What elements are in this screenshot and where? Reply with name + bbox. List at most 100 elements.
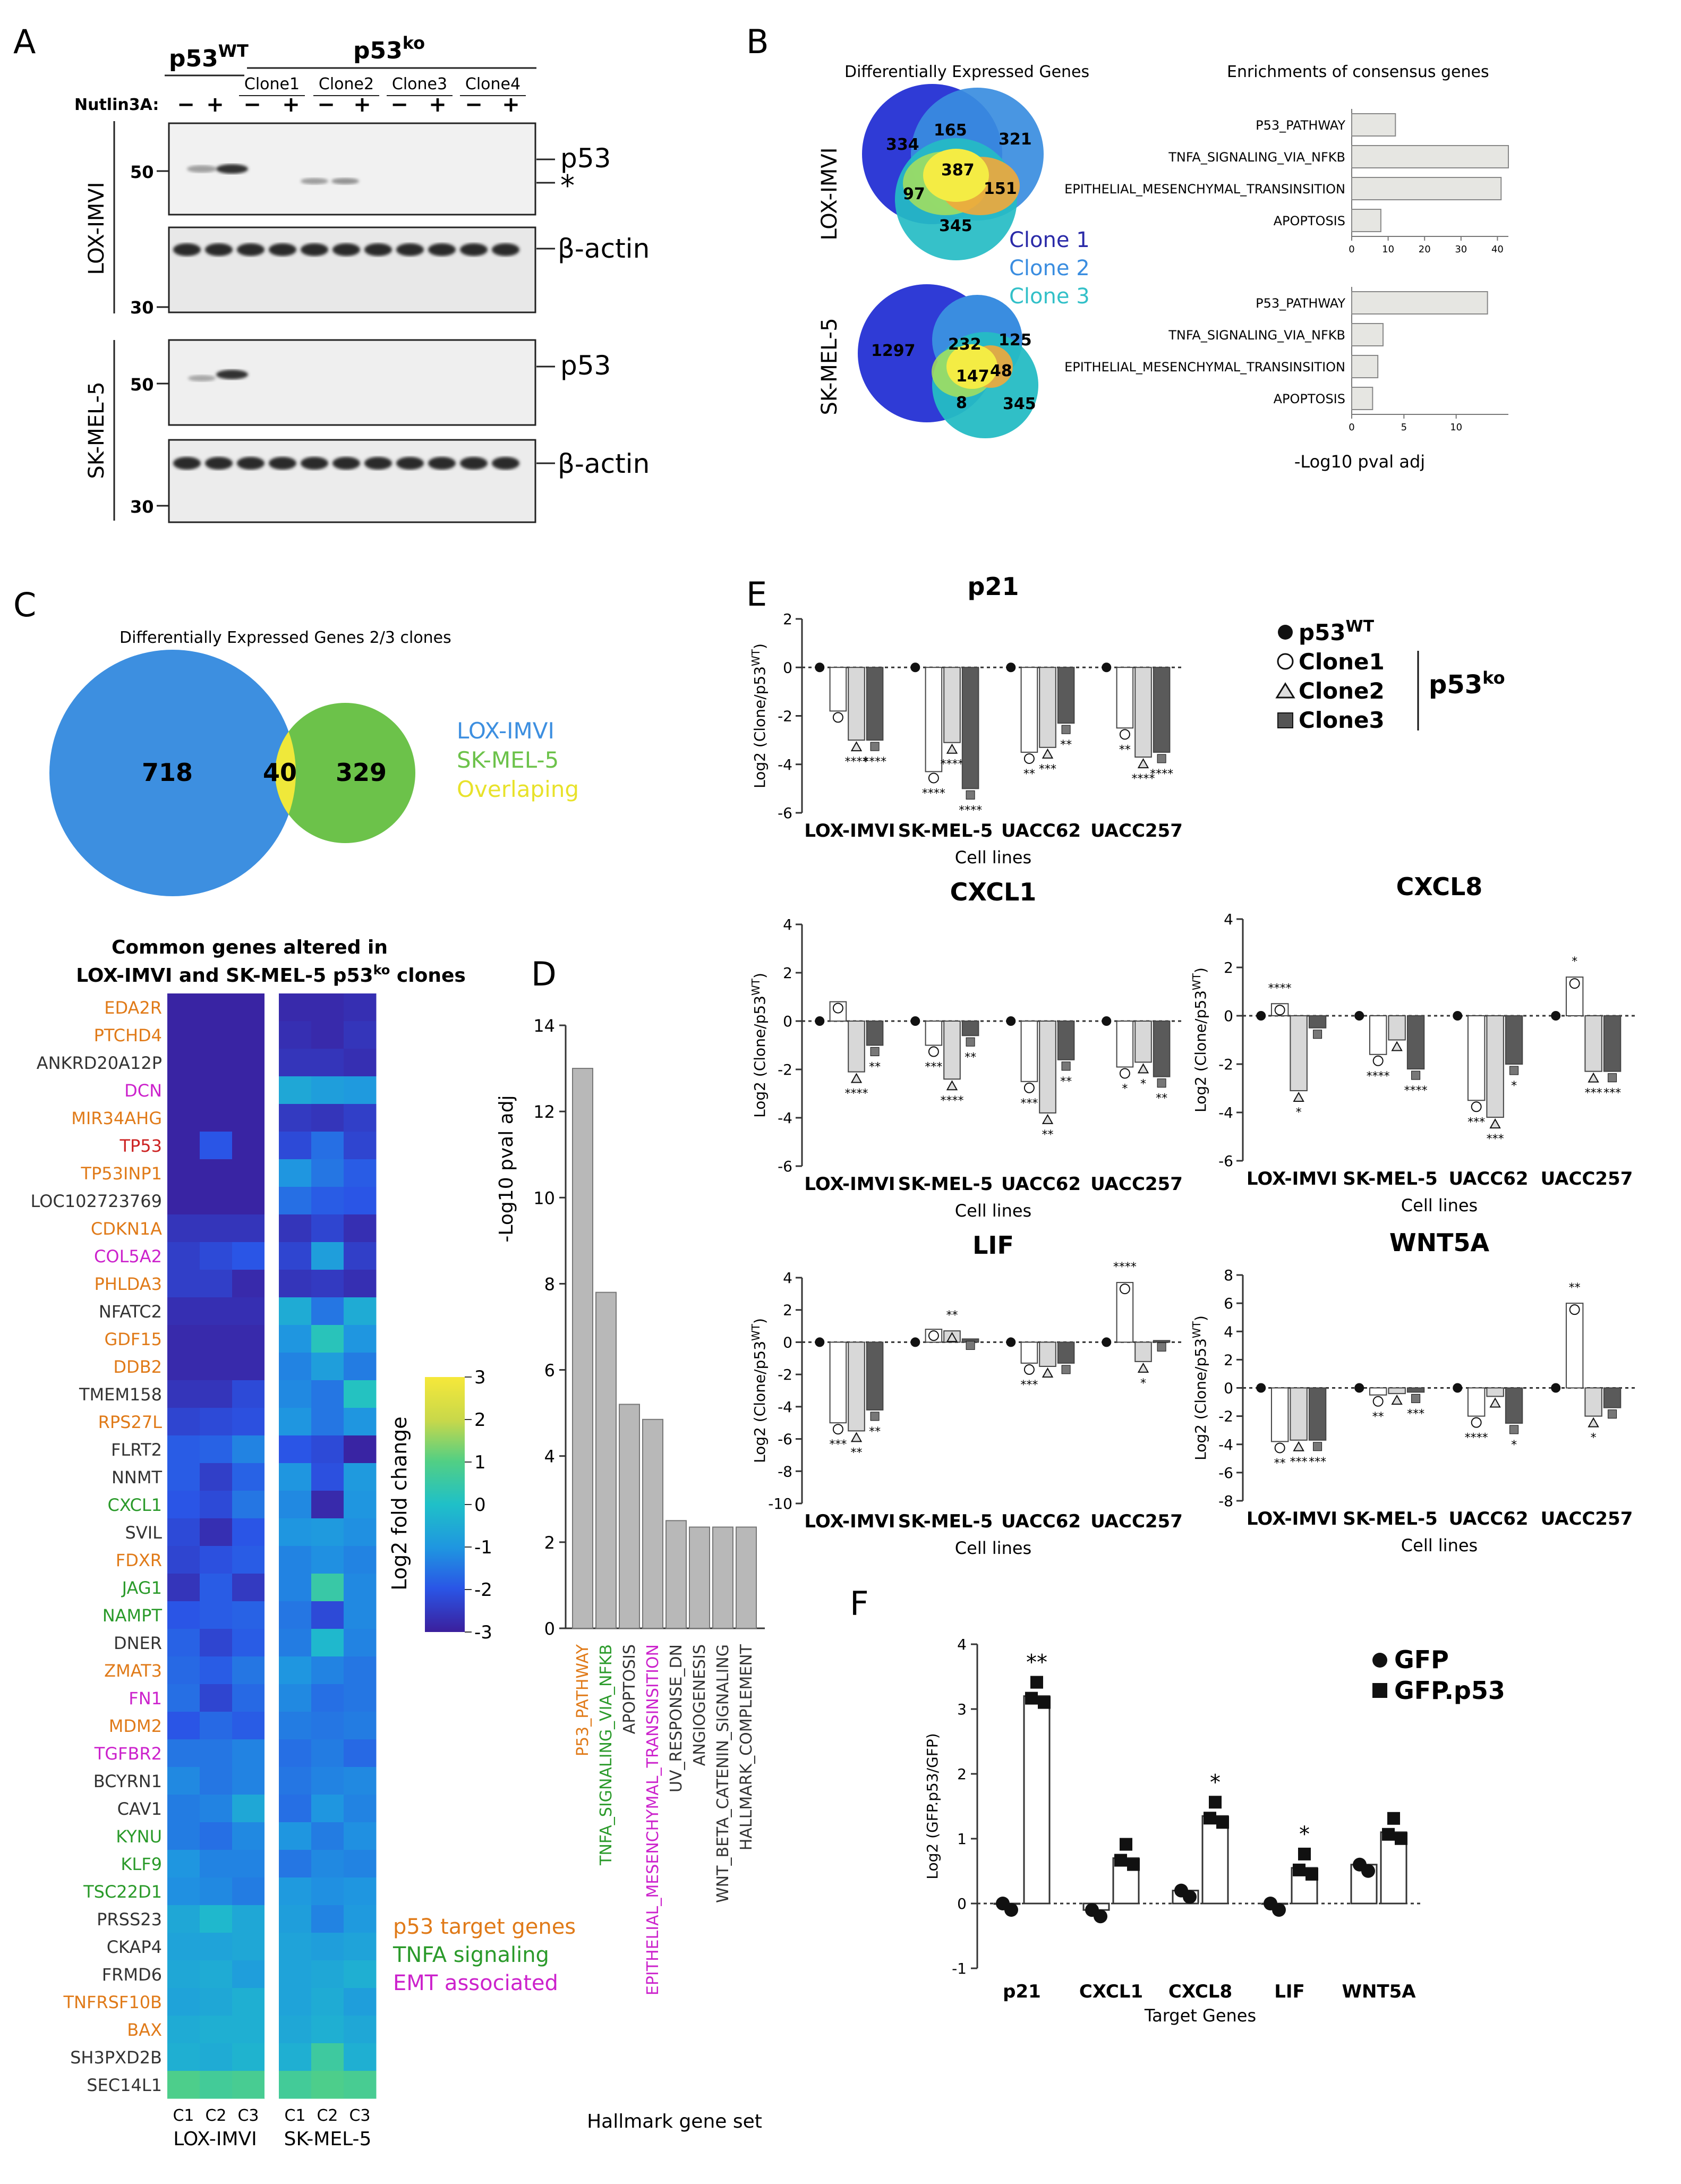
f-category: CXCL8 xyxy=(1168,1981,1232,2002)
blot-sk-actin xyxy=(168,439,536,523)
e-sig: ** xyxy=(1023,768,1035,781)
e-sig: *** xyxy=(1039,763,1056,776)
heat-cell xyxy=(279,1905,312,1933)
e-bar xyxy=(1039,1021,1056,1114)
tick-label: 2 xyxy=(1224,959,1233,976)
f-point xyxy=(1127,1858,1140,1871)
tick-label: -4 xyxy=(1218,1104,1233,1121)
actin-band xyxy=(269,243,296,256)
e-sig: * xyxy=(1122,1082,1128,1095)
heat-cell xyxy=(200,1739,233,1767)
heat-cell xyxy=(311,1518,344,1546)
e-category: UACC62 xyxy=(1001,820,1081,842)
heat-cell xyxy=(344,1021,377,1049)
legend-clone3-marker xyxy=(1277,712,1293,728)
e-point xyxy=(1274,1442,1285,1454)
e-bar xyxy=(1308,1015,1327,1029)
panel-c: Differentially Expressed Genes 2/3 clone… xyxy=(31,628,579,2150)
legend-clone2: Clone 2 xyxy=(1009,256,1090,281)
cb-tick-label: -1 xyxy=(474,1537,492,1558)
e-category: SK-MEL-5 xyxy=(898,1511,993,1532)
legend-gfpp53-marker xyxy=(1372,1683,1387,1698)
cb-tick-label: 0 xyxy=(474,1494,486,1516)
e-point xyxy=(946,1332,958,1342)
e-title: CXCL1 xyxy=(950,878,1037,906)
enrich-category: P53_PATHWAY xyxy=(1256,296,1345,311)
tick-label: 0 xyxy=(1349,244,1354,255)
d-category: TNFA_SIGNALING_VIA_NFKB xyxy=(597,1644,616,1866)
tick-label: 2 xyxy=(783,964,792,982)
e-category: UACC257 xyxy=(1090,1511,1183,1532)
e-point xyxy=(1006,1337,1016,1347)
heat-cell xyxy=(232,1132,265,1160)
cb-tick-label: -3 xyxy=(474,1622,492,1643)
actin-band xyxy=(237,457,264,470)
f-category: CXCL1 xyxy=(1079,1981,1143,2002)
tick-label: 0 xyxy=(957,1895,967,1913)
gene-label: TP53 xyxy=(119,1136,162,1156)
tick-label: -6 xyxy=(1218,1464,1233,1482)
e-bar xyxy=(961,1021,979,1036)
nutlin-sign: + xyxy=(282,92,300,117)
e-point xyxy=(850,1432,863,1442)
e-title: p21 xyxy=(968,572,1019,601)
f-category: LIF xyxy=(1274,1981,1305,2002)
nonspecific-star: * xyxy=(560,169,575,202)
tick-label: -4 xyxy=(778,1398,792,1416)
panel-letter-f: F xyxy=(850,1584,869,1623)
heat-cell xyxy=(167,1656,200,1685)
heat-cell xyxy=(232,1629,265,1657)
heat-cell xyxy=(279,1049,312,1077)
heat-cell xyxy=(232,1877,265,1906)
heat-cell xyxy=(232,1739,265,1767)
heat-cell xyxy=(167,1049,200,1077)
panel-e-legend: p53WT Clone1 Clone2 Clone3 p53ko xyxy=(1275,617,1505,733)
venn-title: Differentially Expressed Genes xyxy=(844,63,1089,81)
heat-cell xyxy=(167,1850,200,1878)
heat-cell xyxy=(167,1712,200,1740)
heat-cell xyxy=(311,1270,344,1298)
venn-center xyxy=(923,149,989,202)
venn-num: 151 xyxy=(984,180,1017,198)
heat-cell xyxy=(232,1684,265,1712)
heat-cell xyxy=(167,2043,200,2071)
heat-cell xyxy=(344,1601,377,1629)
e-point xyxy=(1489,1397,1501,1408)
heat-cell xyxy=(167,1021,200,1049)
band xyxy=(216,370,248,379)
e-bar xyxy=(1057,1021,1075,1060)
e-sig: * xyxy=(1511,1080,1517,1093)
enrich-category: P53_PATHWAY xyxy=(1256,118,1345,133)
tick-label: -8 xyxy=(1218,1492,1233,1510)
heat-cell xyxy=(200,1435,233,1464)
tick-label: 20 xyxy=(1419,244,1431,255)
e-sig: ** xyxy=(946,1309,958,1322)
e-bar xyxy=(1020,1021,1038,1082)
f-point xyxy=(1114,1854,1127,1867)
heat-cell xyxy=(232,1988,265,2016)
heat-cell xyxy=(344,1684,377,1712)
gene-label: PHLDA3 xyxy=(94,1274,162,1294)
e-bar xyxy=(1039,667,1056,748)
e-point xyxy=(850,741,863,752)
heat-cell xyxy=(279,1491,312,1519)
heat-cell xyxy=(167,1905,200,1933)
e-point xyxy=(1256,1011,1266,1021)
tick-label: 4 xyxy=(957,1636,967,1653)
heat-cell xyxy=(311,1656,344,1685)
heat-cell xyxy=(232,1214,265,1243)
heat-cell xyxy=(311,1242,344,1270)
clone-labels: Clone1 Clone2 Clone3 Clone4 xyxy=(239,75,526,96)
gene-label: CDKN1A xyxy=(91,1219,162,1239)
heat-cell xyxy=(311,1104,344,1132)
venn-num: 345 xyxy=(939,217,972,235)
heat-cell xyxy=(344,2016,377,2044)
tick-label: 0 xyxy=(1224,1007,1233,1025)
heat-cell xyxy=(279,1795,312,1823)
heat-cell xyxy=(232,2016,265,2044)
e-point xyxy=(1551,1011,1561,1021)
heat-cell xyxy=(344,1104,377,1132)
heatmap-cell-line: LOX-IMVI xyxy=(173,2128,257,2150)
e-point xyxy=(1354,1011,1364,1021)
clone-label: Clone4 xyxy=(465,75,520,94)
